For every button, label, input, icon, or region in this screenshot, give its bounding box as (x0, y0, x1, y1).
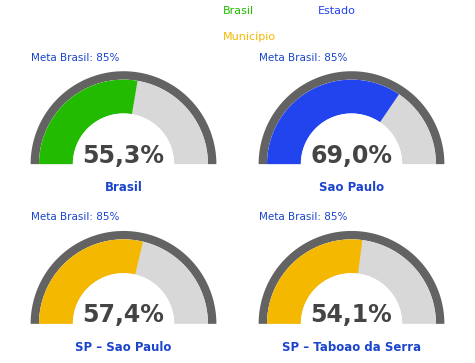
Text: Meta Brasil: 85%: Meta Brasil: 85% (258, 53, 347, 63)
Polygon shape (73, 273, 174, 324)
Polygon shape (301, 273, 402, 324)
Text: Brasil: Brasil (104, 181, 142, 194)
Polygon shape (30, 71, 217, 164)
Polygon shape (39, 80, 137, 164)
Text: 57,4%: 57,4% (83, 303, 164, 327)
Text: 69,0%: 69,0% (311, 144, 392, 168)
Text: 55,3%: 55,3% (83, 144, 164, 168)
Polygon shape (258, 71, 445, 164)
Polygon shape (301, 114, 402, 164)
Text: Município: Município (223, 32, 276, 42)
Text: Estado: Estado (318, 6, 356, 16)
Polygon shape (39, 240, 208, 324)
Polygon shape (39, 80, 208, 164)
Text: Brasil: Brasil (223, 6, 255, 16)
Polygon shape (258, 231, 445, 324)
Text: 54,1%: 54,1% (311, 303, 392, 327)
Polygon shape (30, 231, 217, 324)
Polygon shape (39, 240, 143, 324)
Polygon shape (267, 240, 436, 324)
Text: Meta Brasil: 85%: Meta Brasil: 85% (258, 212, 347, 223)
Text: SP – Sao Paulo: SP – Sao Paulo (76, 341, 171, 354)
Polygon shape (267, 240, 362, 324)
Text: Sao Paulo: Sao Paulo (319, 181, 384, 194)
Polygon shape (267, 80, 436, 164)
Text: Meta Brasil: 85%: Meta Brasil: 85% (30, 212, 119, 223)
Text: SP – Taboao da Serra: SP – Taboao da Serra (282, 341, 421, 354)
Text: Meta Brasil: 85%: Meta Brasil: 85% (30, 53, 119, 63)
Polygon shape (73, 114, 174, 164)
Polygon shape (267, 80, 399, 164)
